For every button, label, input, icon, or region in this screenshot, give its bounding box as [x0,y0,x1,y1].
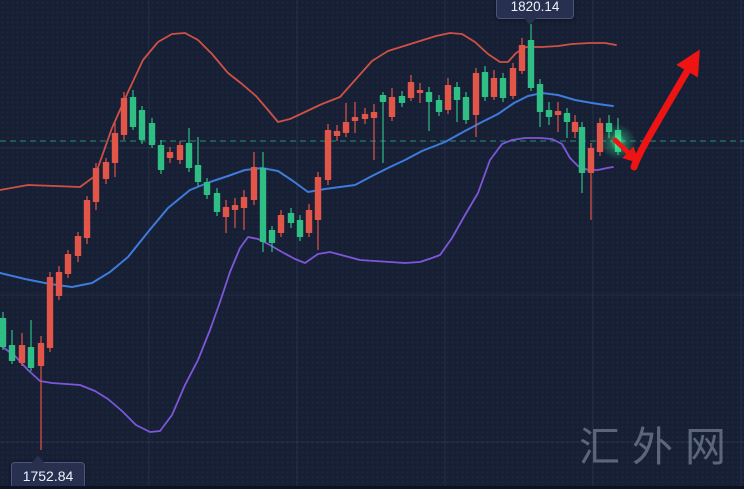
high-price-value: 1820.14 [510,0,560,14]
low-price-value: 1752.84 [22,468,74,484]
watermark: 汇外网 [579,424,738,470]
middle-band-line [0,92,614,288]
upper-band-line [0,32,617,191]
candles [0,24,622,450]
lower-band-line [0,137,614,433]
bottom-edge [0,486,744,489]
low-price-label: 1752.84 [11,455,85,489]
trend-arrow-annotation [612,49,700,171]
label-pointer-down [523,17,537,25]
high-price-label: 1820.14 [496,0,574,25]
label-pointer-up [31,455,45,464]
